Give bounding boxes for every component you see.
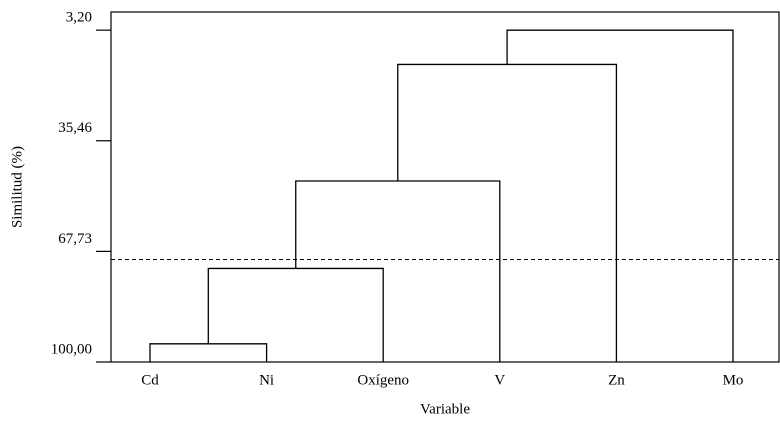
dendrogram-link [506,29,734,362]
dendrogram-link [295,180,501,362]
dendrogram-link [207,267,384,362]
y-axis-title: Similitud (%) [9,146,25,228]
x-tick-label: V [494,372,505,388]
x-tick-label: Cd [141,372,159,388]
y-tick-label: 67,73 [58,231,92,247]
x-tick-label: Ni [259,372,274,388]
dendrogram-link [149,343,268,362]
x-axis-title: Variable [420,401,470,417]
x-tick-label: Zn [608,372,625,388]
x-tick-label: Oxígeno [357,372,409,388]
dendrogram-link [397,63,618,362]
y-tick-label: 35,46 [58,120,92,136]
x-tick-label: Mo [723,372,744,388]
y-tick-label: 100,00 [51,341,92,357]
plot-frame [110,11,780,363]
y-tick-label: 3,20 [66,10,92,26]
